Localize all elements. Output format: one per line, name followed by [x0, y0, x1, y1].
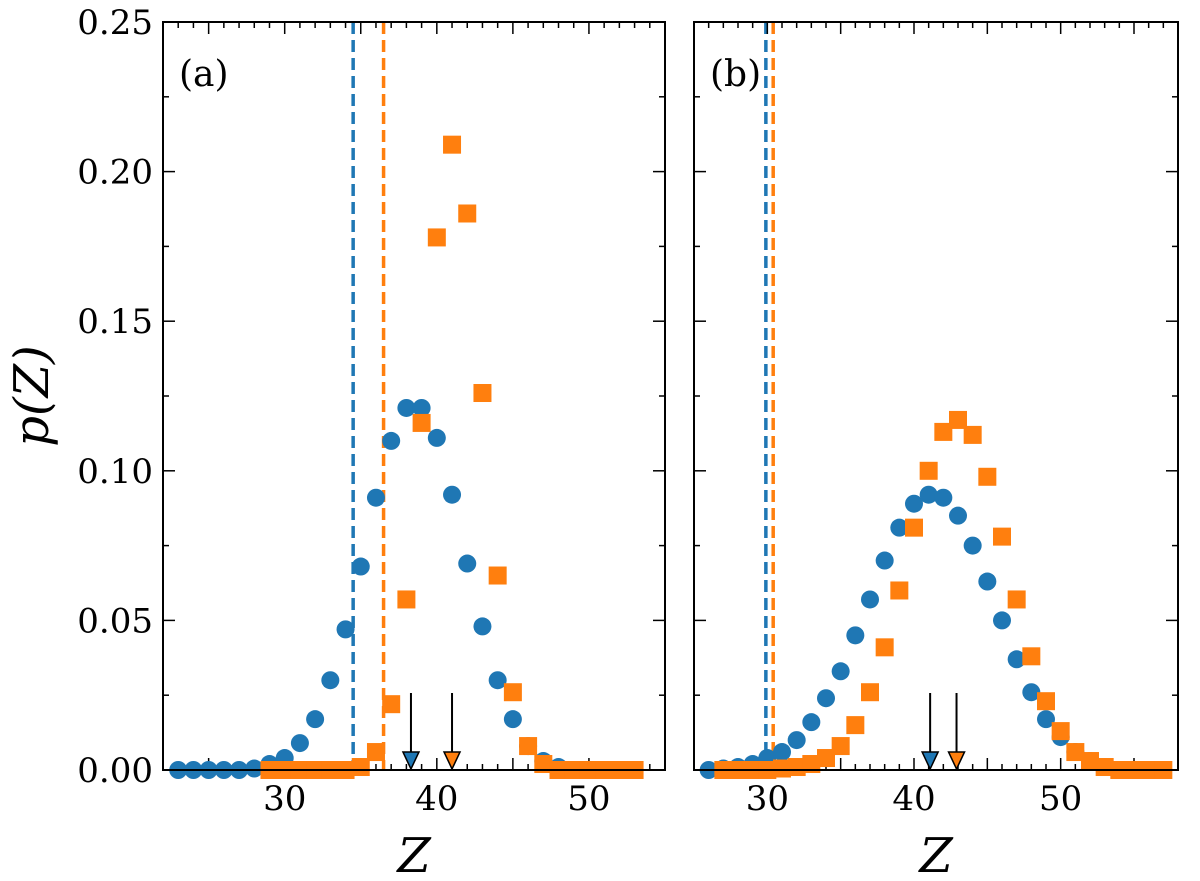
point-orange-square: [890, 581, 909, 600]
point-orange-square: [458, 204, 477, 223]
point-orange-square: [919, 461, 938, 480]
arrow-head: [442, 751, 462, 771]
point-orange-square: [427, 228, 446, 247]
panel-a: 30 40 50 0.00 0.05 0.10 0.15 0.20 0.25 Z (a): [77, 3, 666, 881]
point-blue-circle: [949, 506, 967, 525]
point-orange-square: [397, 590, 416, 609]
point-orange-square: [366, 743, 385, 762]
y-tick-label: 0.20: [77, 153, 153, 193]
point-orange-square: [534, 755, 553, 774]
point-orange-square: [875, 638, 894, 657]
point-orange-square: [963, 425, 982, 444]
panel-b: 30 40 50 Z (b): [693, 21, 1179, 881]
point-blue-circle: [245, 759, 264, 778]
point-blue-circle: [321, 671, 340, 690]
point-blue-circle: [336, 620, 355, 639]
point-blue-circle: [934, 488, 953, 507]
point-blue-circle: [861, 590, 879, 609]
point-orange-square: [1007, 590, 1026, 609]
x-axis-label: Z: [395, 828, 432, 881]
point-blue-circle: [427, 428, 446, 447]
y-tick-label: 0.25: [77, 3, 153, 43]
point-orange-square: [382, 695, 401, 714]
point-orange-square: [773, 759, 791, 778]
point-blue-circle: [1007, 650, 1026, 669]
point-blue-circle: [1037, 710, 1055, 729]
arrow-head: [920, 751, 940, 771]
point-orange-square: [1022, 647, 1041, 666]
point-orange-square: [1066, 743, 1085, 762]
point-blue-circle: [919, 485, 938, 504]
point-blue-circle: [382, 431, 401, 450]
point-blue-circle: [443, 485, 462, 504]
point-blue-circle: [993, 611, 1011, 630]
x-tick-label: 50: [567, 779, 610, 819]
point-orange-square: [861, 683, 879, 702]
point-blue-circle: [366, 488, 385, 507]
point-orange-square: [817, 749, 835, 768]
panel-label: (a): [179, 54, 229, 95]
arrow-head: [947, 751, 966, 771]
point-orange-square: [473, 384, 492, 403]
plot-frame: [162, 21, 666, 771]
point-orange-square: [1037, 692, 1055, 711]
point-orange-square: [412, 413, 431, 432]
point-orange-square: [949, 410, 967, 429]
point-blue-circle: [773, 743, 791, 762]
point-blue-circle: [290, 734, 309, 753]
point-orange-square: [503, 683, 522, 702]
point-blue-circle: [787, 731, 806, 750]
point-blue-circle: [458, 554, 477, 573]
point-orange-square: [351, 758, 370, 777]
point-blue-circle: [1022, 683, 1041, 702]
point-orange-square: [802, 755, 821, 774]
point-blue-circle: [503, 710, 522, 729]
point-orange-square: [905, 518, 923, 537]
point-blue-circle: [831, 662, 850, 681]
x-tick-label: 30: [263, 779, 306, 819]
point-orange-square: [1081, 752, 1099, 771]
arrow-head: [401, 751, 421, 771]
point-orange-square: [787, 758, 806, 777]
point-orange-square: [488, 566, 507, 585]
point-orange-square: [443, 135, 462, 154]
point-blue-circle: [978, 572, 997, 591]
x-axis-label: Z: [917, 828, 954, 881]
x-tick-label: 40: [415, 779, 458, 819]
point-orange-square: [846, 716, 865, 735]
y-tick-label: 0.15: [77, 302, 153, 342]
x-tick-label: 40: [892, 779, 935, 819]
point-blue-circle: [875, 551, 894, 570]
point-blue-circle: [846, 626, 865, 645]
point-blue-circle: [488, 671, 507, 690]
point-orange-square: [519, 737, 538, 756]
point-blue-circle: [412, 398, 431, 417]
point-blue-circle: [473, 617, 492, 636]
panel-label: (b): [710, 54, 761, 95]
y-tick-label: 0.00: [77, 751, 153, 791]
point-blue-circle: [351, 557, 370, 576]
y-tick-label: 0.10: [77, 452, 153, 492]
point-orange-square: [934, 422, 953, 441]
point-blue-circle: [890, 518, 909, 537]
y-axis-label: p(Z): [4, 345, 60, 447]
point-blue-circle: [802, 713, 821, 732]
x-tick-label: 30: [746, 779, 789, 819]
point-blue-circle: [905, 494, 923, 513]
point-blue-circle: [306, 710, 325, 729]
point-orange-square: [1095, 758, 1114, 777]
point-blue-circle: [397, 398, 416, 417]
point-blue-circle: [963, 536, 982, 555]
point-orange-square: [831, 737, 850, 756]
x-tick-label: 50: [1039, 779, 1082, 819]
point-orange-square: [1051, 722, 1070, 741]
point-orange-square: [993, 527, 1011, 546]
point-blue-circle: [817, 689, 835, 708]
y-tick-label: 0.05: [77, 601, 153, 641]
point-orange-square: [978, 467, 997, 486]
plot-frame: [693, 21, 1179, 771]
